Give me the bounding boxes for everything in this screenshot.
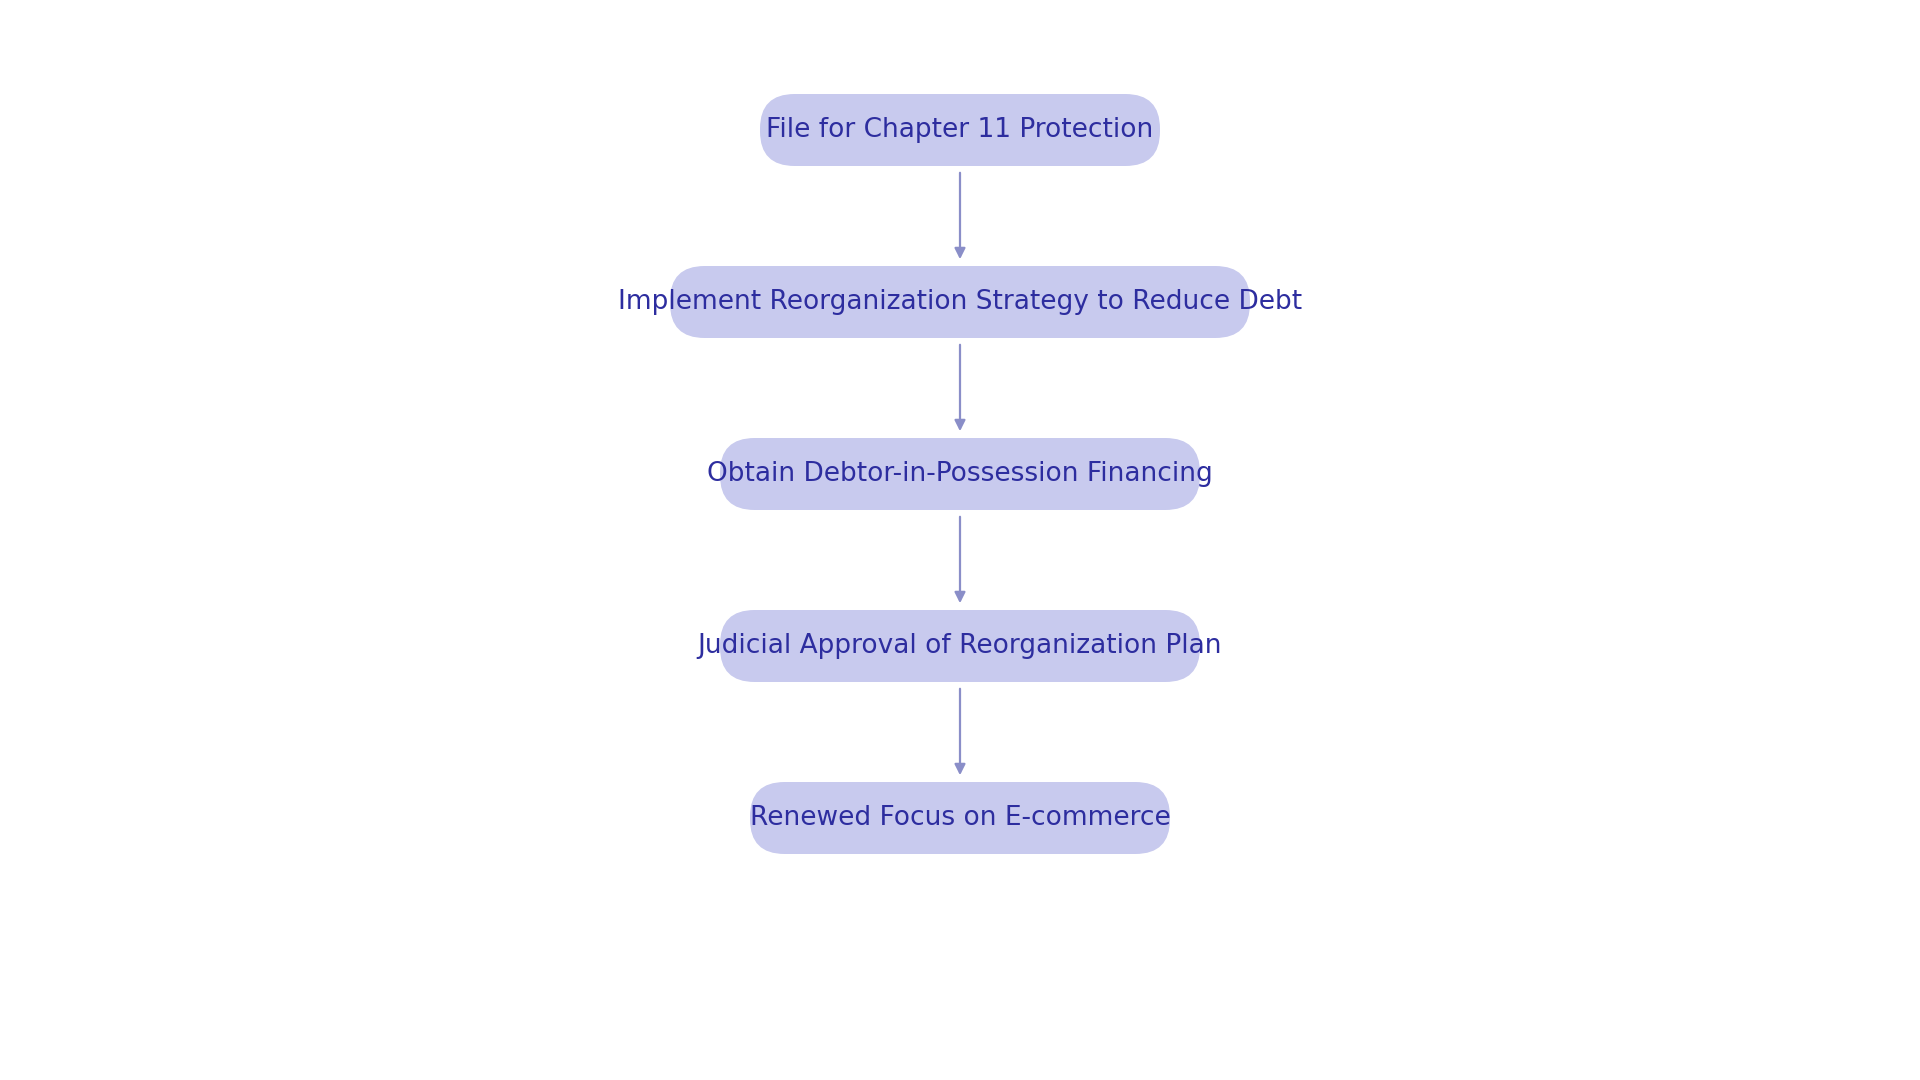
FancyBboxPatch shape	[720, 610, 1200, 681]
Text: Obtain Debtor-in-Possession Financing: Obtain Debtor-in-Possession Financing	[707, 461, 1213, 487]
FancyBboxPatch shape	[670, 266, 1250, 338]
FancyBboxPatch shape	[760, 94, 1160, 166]
Text: File for Chapter 11 Protection: File for Chapter 11 Protection	[766, 117, 1154, 143]
Text: Judicial Approval of Reorganization Plan: Judicial Approval of Reorganization Plan	[697, 633, 1223, 659]
Text: Renewed Focus on E-commerce: Renewed Focus on E-commerce	[749, 805, 1171, 831]
FancyBboxPatch shape	[751, 782, 1169, 854]
Text: Implement Reorganization Strategy to Reduce Debt: Implement Reorganization Strategy to Red…	[618, 289, 1302, 315]
FancyBboxPatch shape	[720, 438, 1200, 510]
